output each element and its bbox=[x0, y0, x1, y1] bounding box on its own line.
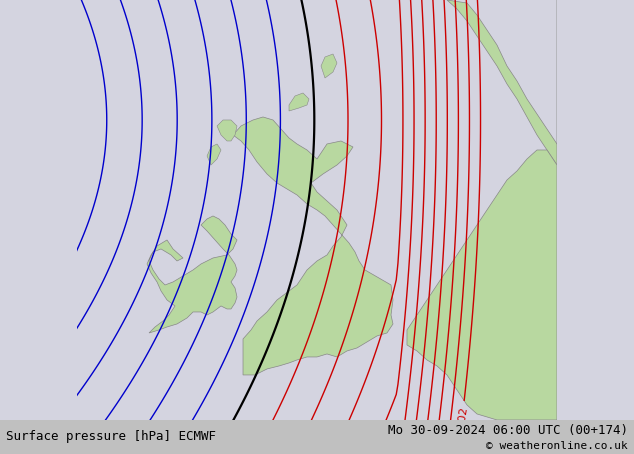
Text: 1008: 1008 bbox=[119, 434, 145, 454]
Text: 1004: 1004 bbox=[0, 349, 18, 375]
Polygon shape bbox=[207, 144, 221, 165]
Polygon shape bbox=[557, 0, 567, 165]
Polygon shape bbox=[447, 0, 567, 165]
Text: 102: 102 bbox=[456, 405, 469, 428]
Polygon shape bbox=[147, 216, 237, 333]
Text: © weatheronline.co.uk: © weatheronline.co.uk bbox=[486, 441, 628, 451]
Text: Surface pressure [hPa] ECMWF: Surface pressure [hPa] ECMWF bbox=[6, 430, 216, 443]
Polygon shape bbox=[233, 117, 393, 375]
Text: 1002: 1002 bbox=[0, 237, 1, 265]
Text: 1009: 1009 bbox=[159, 439, 185, 454]
Text: 1003: 1003 bbox=[0, 289, 15, 316]
Polygon shape bbox=[217, 120, 237, 141]
Text: 1007: 1007 bbox=[59, 450, 86, 454]
Polygon shape bbox=[407, 150, 557, 420]
Text: 1005: 1005 bbox=[0, 408, 20, 433]
Text: Mo 30-09-2024 06:00 UTC (00+174): Mo 30-09-2024 06:00 UTC (00+174) bbox=[387, 424, 628, 437]
Polygon shape bbox=[289, 93, 309, 111]
Polygon shape bbox=[321, 54, 337, 78]
Text: 1006: 1006 bbox=[16, 440, 44, 454]
